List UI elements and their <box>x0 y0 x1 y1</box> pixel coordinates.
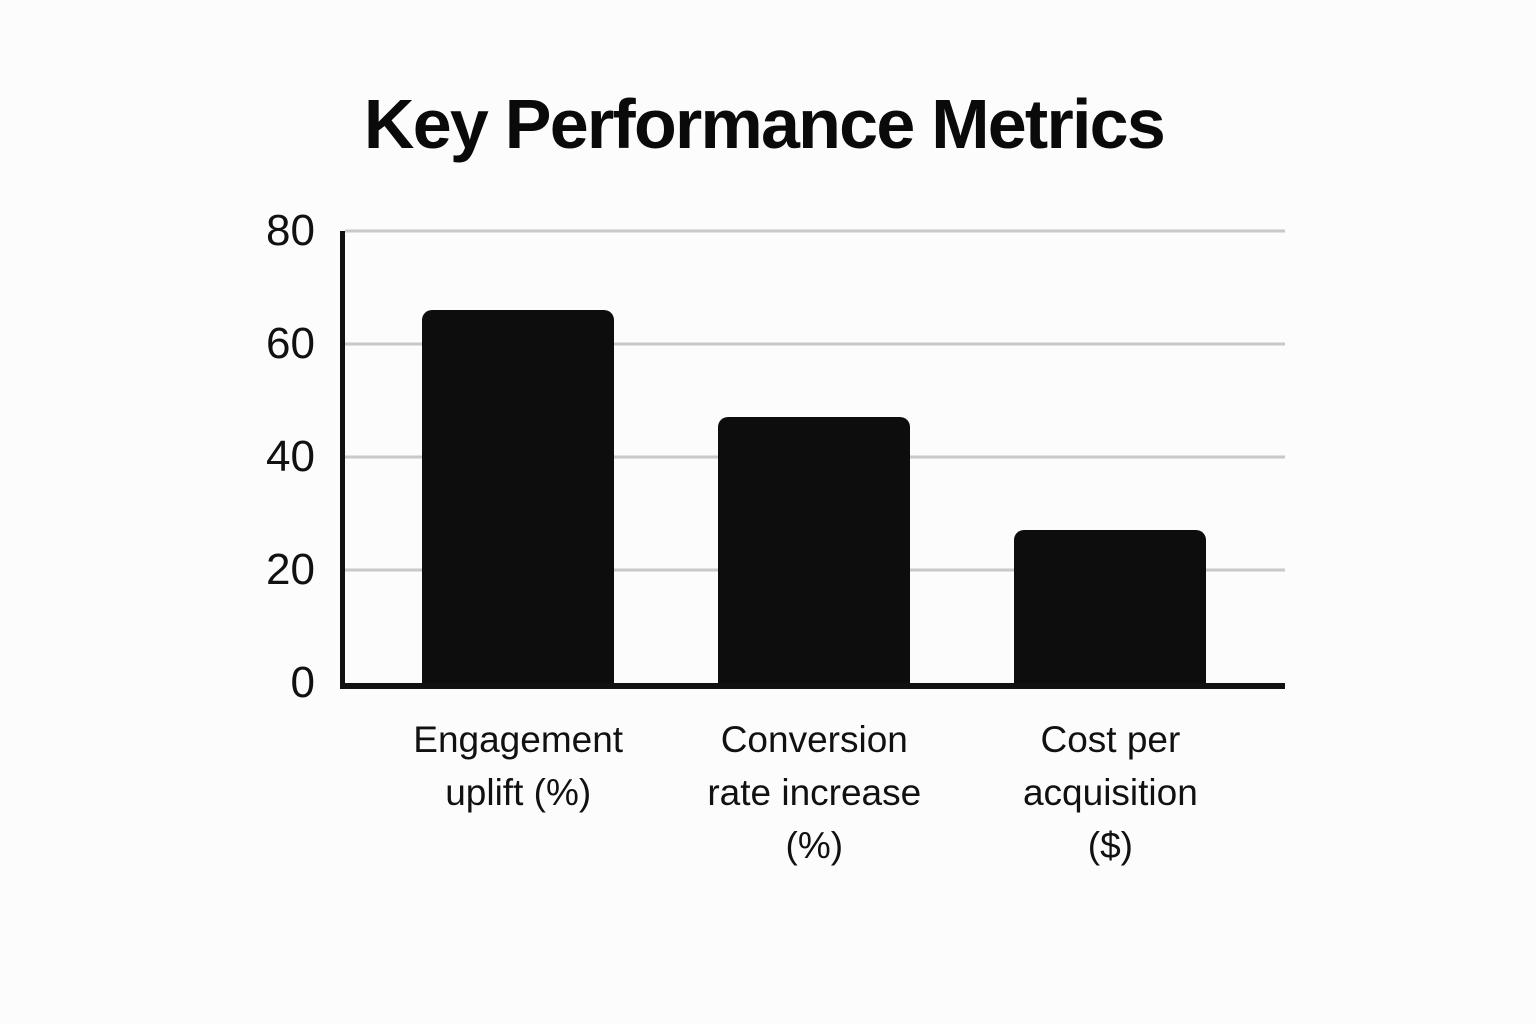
y-tick-label-40: 40 <box>266 432 315 481</box>
x-tick-label-2-line-2: ($) <box>1087 825 1133 866</box>
y-tick-label-80: 80 <box>266 206 315 255</box>
x-tick-label-1-line-2: (%) <box>785 825 844 866</box>
bar-2 <box>1014 530 1207 683</box>
x-tick-label-1: Conversion rate increase (%) <box>654 713 974 872</box>
bar-0 <box>422 310 615 683</box>
x-tick-label-0-line-1: uplift (%) <box>445 772 592 813</box>
chart-title: Key Performance Metrics <box>363 85 1166 163</box>
x-tick-label-2-line-1: acquisition <box>1022 772 1198 813</box>
bar-1 <box>718 417 911 683</box>
x-tick-label-2: Cost per acquisition ($) <box>950 713 1270 872</box>
y-tick-label-20: 20 <box>266 545 315 594</box>
x-tick-label-1-line-0: Conversion <box>720 719 908 760</box>
plot-area: 0 20 40 60 80 Engagement uplift (%) Conversion r… <box>266 209 1285 866</box>
x-tick-label-2-line-0: Cost per <box>1040 719 1181 760</box>
gridline-y-80 <box>345 229 1285 233</box>
x-tick-label-1-line-1: rate increase <box>707 772 922 813</box>
y-tick-label-0: 0 <box>290 658 315 707</box>
x-tick-label-0-line-0: Engagement <box>413 719 624 760</box>
y-tick-label-60: 60 <box>266 319 315 368</box>
gridline-y-60 <box>345 342 1285 346</box>
x-tick-label-0: Engagement uplift (%) <box>358 713 678 819</box>
